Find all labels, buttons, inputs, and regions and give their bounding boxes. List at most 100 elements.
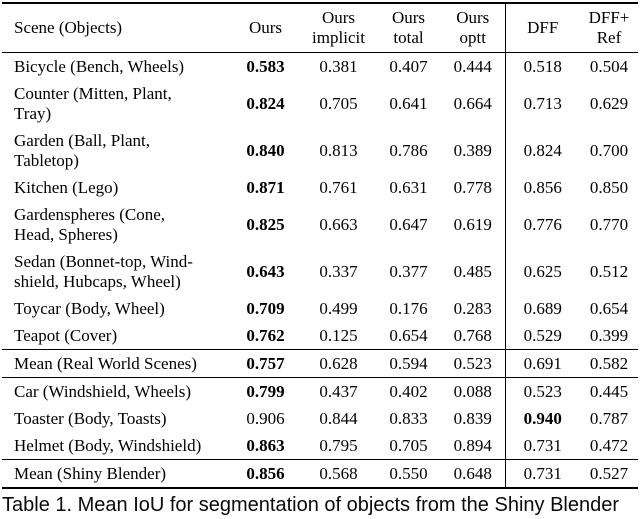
value-cell: 0.648 [441,459,505,488]
value-cell: 0.770 [589,214,629,234]
value-cell: 0.437 [301,377,376,405]
scene-cell: Gardenspheres (Cone, Head, Spheres) [14,204,166,244]
scene-cell: Sedan (Bonnet-top, Wind- shield, Hubcaps… [14,251,193,291]
value-cell: 0.709 [246,298,285,318]
scene-cell: Garden (Ball, Plant, Tabletop) [14,130,150,170]
value-cell: 0.705 [319,93,358,113]
scene-cell: Bicycle (Bench, Wheels) [14,56,185,76]
value-cell: 0.757 [230,349,301,378]
value-cell: 0.776 [504,201,580,248]
value-cell: 0.583 [246,56,285,76]
col-header-dff: DFF [504,3,580,53]
table-row: Toaster (Body, Toasts) 0.906 0.844 0.833… [2,405,638,432]
value-cell: 0.377 [389,261,428,281]
scene-cell: Toycar (Body, Wheel) [14,298,165,318]
value-cell: 0.833 [389,408,428,428]
scene-cell: Helmet (Body, Windshield) [14,435,202,455]
value-cell: 0.894 [453,435,492,455]
value-cell: 0.283 [453,298,492,318]
value-cell: 0.647 [389,214,428,234]
value-cell: 0.786 [389,140,428,160]
value-cell: 0.088 [441,377,505,405]
col-header-ours-implicit: Ours implicit [301,3,376,53]
scene-cell: Car (Windshield, Wheels) [2,377,230,405]
value-cell: 0.568 [301,459,376,488]
table-row: Car (Windshield, Wheels) 0.799 0.437 0.4… [2,377,638,405]
value-cell: 0.850 [589,177,629,197]
value-cell: 0.787 [589,408,629,428]
table-row: Kitchen (Lego) 0.871 0.761 0.631 0.778 0… [2,174,638,201]
scene-cell: Mean (Real World Scenes) [2,349,230,378]
col-header-ours-optt: Ours optt [441,3,505,53]
value-cell: 0.839 [453,408,492,428]
value-cell: 0.863 [246,435,285,455]
value-cell: 0.778 [453,177,492,197]
value-cell: 0.407 [389,56,428,76]
value-cell: 0.527 [580,459,638,488]
value-cell: 0.654 [589,298,629,318]
value-cell: 0.643 [246,261,285,281]
value-cell: 0.641 [389,93,428,113]
mean-row-shiny-blender: Mean (Shiny Blender) 0.856 0.568 0.550 0… [2,459,638,488]
header-row: Scene (Objects) Ours Ours implicit Ours … [2,3,638,53]
value-cell: 0.125 [319,325,358,345]
col-header-dff-ref: DFF+ Ref [580,3,638,53]
value-cell: 0.795 [319,435,358,455]
table-row: Sedan (Bonnet-top, Wind- shield, Hubcaps… [2,248,638,295]
value-cell: 0.871 [246,177,285,197]
value-cell: 0.628 [301,349,376,378]
value-cell: 0.813 [319,140,358,160]
table-row: Counter (Mitten, Plant, Tray) 0.824 0.70… [2,80,638,127]
value-cell: 0.856 [230,459,301,488]
scene-cell: Toaster (Body, Toasts) [14,408,167,428]
value-cell: 0.629 [589,93,629,113]
value-cell: 0.705 [389,435,428,455]
value-cell: 0.529 [504,322,580,350]
value-cell: 0.485 [453,261,492,281]
value-cell: 0.176 [389,298,428,318]
value-cell: 0.761 [319,177,358,197]
col-header-ours-total: Ours total [376,3,441,53]
value-cell: 0.512 [589,261,629,281]
value-cell: 0.445 [580,377,638,405]
value-cell: 0.389 [453,140,492,160]
table-row: Teapot (Cover) 0.762 0.125 0.654 0.768 0… [2,322,638,350]
value-cell: 0.594 [376,349,441,378]
value-cell: 0.824 [246,93,285,113]
table-row: Helmet (Body, Windshield) 0.863 0.795 0.… [2,432,638,460]
value-cell: 0.631 [389,177,428,197]
value-cell: 0.472 [589,435,629,455]
value-cell: 0.399 [589,325,629,345]
value-cell: 0.523 [441,349,505,378]
value-cell: 0.762 [246,325,285,345]
col-header-ours: Ours [230,3,301,53]
table-row: Toycar (Body, Wheel) 0.709 0.499 0.176 0… [2,295,638,322]
table-row: Gardenspheres (Cone, Head, Spheres) 0.82… [2,201,638,248]
scene-cell: Mean (Shiny Blender) [2,459,230,488]
value-cell: 0.654 [389,325,428,345]
value-cell: 0.799 [230,377,301,405]
scene-cell: Teapot (Cover) [14,325,118,345]
value-cell: 0.504 [589,56,629,76]
scene-cell: Counter (Mitten, Plant, Tray) [14,83,172,123]
value-cell: 0.381 [319,56,358,76]
value-cell: 0.691 [504,349,580,378]
scene-cell: Kitchen (Lego) [14,177,119,197]
table-row: Bicycle (Bench, Wheels) 0.583 0.381 0.40… [2,52,638,80]
col-header-scene: Scene (Objects) [2,3,230,53]
value-cell: 0.856 [504,174,580,201]
value-cell: 0.731 [504,459,580,488]
value-cell: 0.499 [319,298,358,318]
value-cell: 0.840 [246,140,285,160]
value-cell: 0.663 [319,214,358,234]
value-cell: 0.844 [319,408,358,428]
value-cell: 0.550 [376,459,441,488]
value-cell: 0.824 [504,127,580,174]
value-cell: 0.518 [504,52,580,80]
value-cell: 0.906 [246,408,285,428]
iou-results-table: Scene (Objects) Ours Ours implicit Ours … [2,2,638,489]
mean-row-real-world: Mean (Real World Scenes) 0.757 0.628 0.5… [2,349,638,378]
value-cell: 0.337 [319,261,358,281]
value-cell: 0.625 [504,248,580,295]
